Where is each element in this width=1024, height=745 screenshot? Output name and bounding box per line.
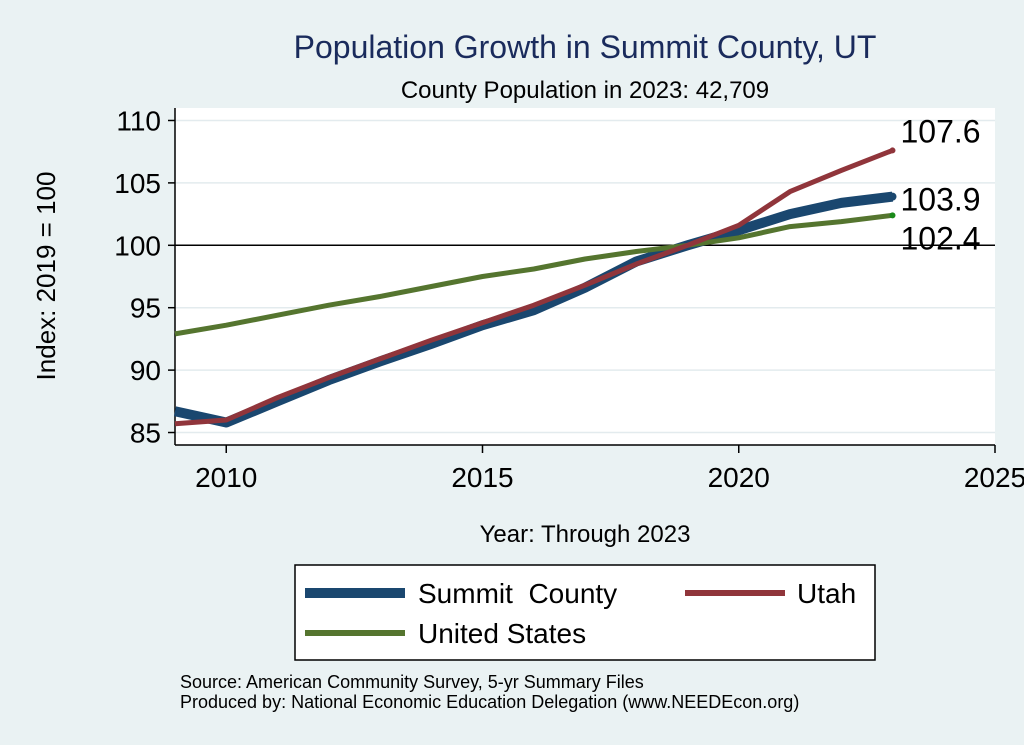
x-tick-label: 2025 — [964, 462, 1024, 493]
y-tick-label: 95 — [130, 293, 161, 324]
y-tick-label: 85 — [130, 418, 161, 449]
legend-label-summit-county: Summit County — [418, 578, 617, 609]
series-line-utah-end-marker — [889, 147, 896, 154]
producer-note: Produced by: National Economic Education… — [180, 692, 799, 712]
legend-label-utah: Utah — [797, 578, 856, 609]
end-label-summit-county: 103.9 — [901, 182, 981, 218]
x-tick-label: 2015 — [451, 462, 513, 493]
y-axis-ticks: 85 90 95 100 105 110 — [114, 105, 175, 449]
series-line-united-states-end-marker — [889, 212, 896, 219]
series-lines — [173, 147, 897, 428]
y-tick-label: 90 — [130, 355, 161, 386]
x-tick-label: 2020 — [708, 462, 770, 493]
end-labels: 103.9 107.6 102.4 — [901, 113, 981, 256]
x-tick-label: 2010 — [195, 462, 257, 493]
source-note: Source: American Community Survey, 5-yr … — [180, 672, 644, 692]
legend-label-united-states: United States — [418, 618, 586, 649]
y-tick-label: 105 — [114, 168, 161, 199]
series-line-summit-county-end-marker — [888, 192, 897, 201]
series-line-united-states — [174, 212, 893, 337]
end-label-utah: 107.6 — [901, 113, 981, 149]
x-axis-ticks: 2010 2015 2020 2025 — [195, 445, 1024, 493]
series-line-summit-county — [173, 191, 894, 428]
chart-title: Population Growth in Summit County, UT — [294, 29, 877, 65]
y-axis-label: Index: 2019 = 100 — [31, 172, 61, 381]
end-label-united-states: 102.4 — [901, 220, 981, 256]
series-line-utah — [174, 148, 894, 427]
x-axis-label: Year: Through 2023 — [480, 521, 691, 548]
legend: Summit County Utah United States — [294, 564, 876, 661]
y-tick-label: 110 — [116, 105, 161, 136]
legend-box — [294, 564, 876, 661]
chart-subtitle: County Population in 2023: 42,709 — [401, 77, 769, 104]
y-tick-label: 100 — [114, 230, 161, 261]
